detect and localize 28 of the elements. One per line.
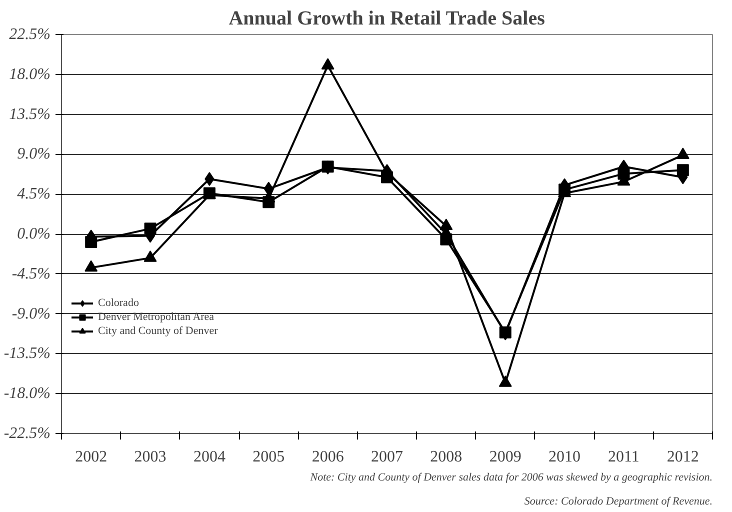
x-tick-label: 2008 bbox=[430, 448, 462, 466]
y-tick-label: 0.0% bbox=[17, 226, 50, 242]
legend-label: Colorado bbox=[98, 296, 139, 310]
y-tick-label: -4.5% bbox=[12, 265, 50, 282]
x-tick-label: 2010 bbox=[548, 448, 581, 466]
x-tick-label: 2011 bbox=[608, 448, 640, 466]
legend-label: Denver Metropolitan Area bbox=[98, 310, 214, 324]
y-tick-label: -22.5% bbox=[4, 425, 50, 442]
y-tick-label: 22.5% bbox=[9, 26, 50, 43]
text: Note: City and County of Denver sales data for 2006 was skewed by a geographic revision. bbox=[309, 472, 713, 484]
y-tick-label: 4.5% bbox=[17, 186, 50, 203]
x-tick-label: 2012 bbox=[666, 448, 699, 466]
y-tick-label: -13.5% bbox=[4, 345, 50, 362]
x-tick-label: 2006 bbox=[312, 448, 344, 466]
y-tick-label: -18.0% bbox=[4, 385, 50, 402]
y-tick-label: 9.0% bbox=[17, 146, 50, 163]
y-tick-label: 13.5% bbox=[9, 106, 50, 123]
legend-label: City and County of Denver bbox=[98, 324, 218, 338]
source-note: Source: Colorado Department of Revenue. bbox=[524, 496, 713, 508]
chart-title: Annual Growth in Retail Trade Sales bbox=[228, 8, 546, 30]
x-tick-label: 2005 bbox=[252, 448, 285, 466]
x-tick-label: 2009 bbox=[489, 448, 522, 466]
x-tick-label: 2004 bbox=[193, 448, 226, 466]
y-tick-label: 18.0% bbox=[9, 66, 50, 83]
x-tick-label: 2007 bbox=[371, 448, 403, 466]
x-tick-label: 2003 bbox=[134, 448, 166, 466]
y-tick-label: -9.0% bbox=[12, 305, 50, 322]
x-tick-label: 2002 bbox=[75, 448, 108, 466]
